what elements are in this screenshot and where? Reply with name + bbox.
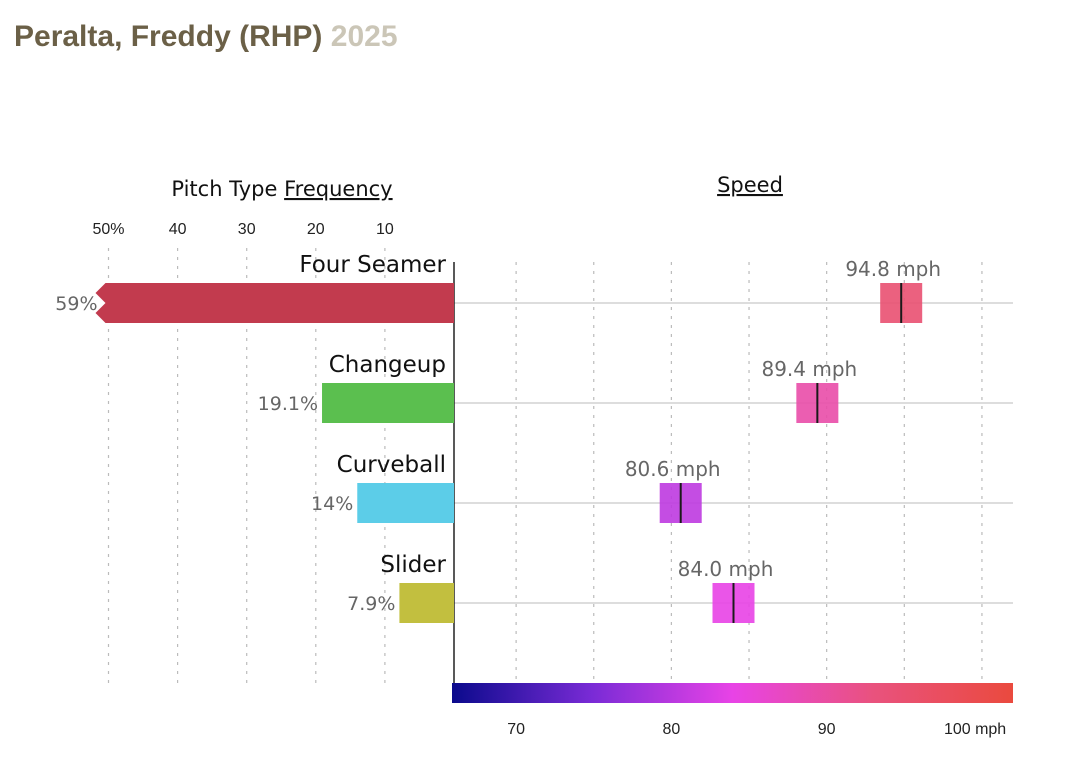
- page-title: Peralta, Freddy (RHP) 2025: [14, 20, 398, 54]
- frequency-header: Pitch Type Frequency: [171, 177, 392, 201]
- speed-tick-label: 80: [662, 721, 680, 738]
- frequency-bar: [399, 583, 454, 623]
- frequency-ticks: 50% 40 30 20 10: [92, 221, 393, 238]
- frequency-header-prefix: Pitch Type: [171, 177, 277, 201]
- frequency-bars: 59% Four Seamer 19.1% Changeup 14% Curveball 7…: [55, 252, 454, 623]
- frequency-header-underlined: Frequency: [284, 177, 393, 201]
- frequency-bar: [95, 283, 454, 323]
- frequency-label: 14%: [311, 493, 353, 515]
- speed-markers: 94.8 mph 89.4 mph 80.6 mph 84.0 mph: [625, 257, 941, 623]
- frequency-tick-label: 20: [307, 221, 325, 238]
- speed-label: 89.4 mph: [761, 357, 857, 381]
- season-year: 2025: [330, 20, 398, 53]
- frequency-label: 19.1%: [258, 393, 318, 415]
- frequency-bar: [322, 383, 454, 423]
- frequency-tick-label: 30: [238, 221, 256, 238]
- speed-label: 80.6 mph: [625, 457, 721, 481]
- pitch-name: Changeup: [329, 352, 446, 378]
- pitcher-name: Peralta, Freddy (RHP): [14, 20, 323, 53]
- frequency-tick-label: 40: [169, 221, 187, 238]
- speed-tick-label: 70: [507, 721, 525, 738]
- pitch-name: Four Seamer: [299, 252, 446, 278]
- pitch-name: Curveball: [337, 452, 446, 478]
- frequency-tick-label: 50%: [92, 221, 124, 238]
- speed-tick-label: 90: [818, 721, 836, 738]
- frequency-label: 59%: [55, 293, 97, 315]
- speed-tick-label: 100 mph: [944, 721, 1006, 738]
- speed-header: Speed: [717, 173, 783, 197]
- frequency-label: 7.9%: [347, 593, 395, 615]
- frequency-bar: [357, 483, 454, 523]
- pitch-name: Slider: [380, 552, 446, 578]
- speed-label: 94.8 mph: [845, 257, 941, 281]
- speed-ticks: 70 80 90 100 mph: [507, 721, 1006, 738]
- speed-label: 84.0 mph: [678, 557, 774, 581]
- frequency-tick-label: 10: [376, 221, 394, 238]
- speed-color-scale: [452, 683, 1013, 703]
